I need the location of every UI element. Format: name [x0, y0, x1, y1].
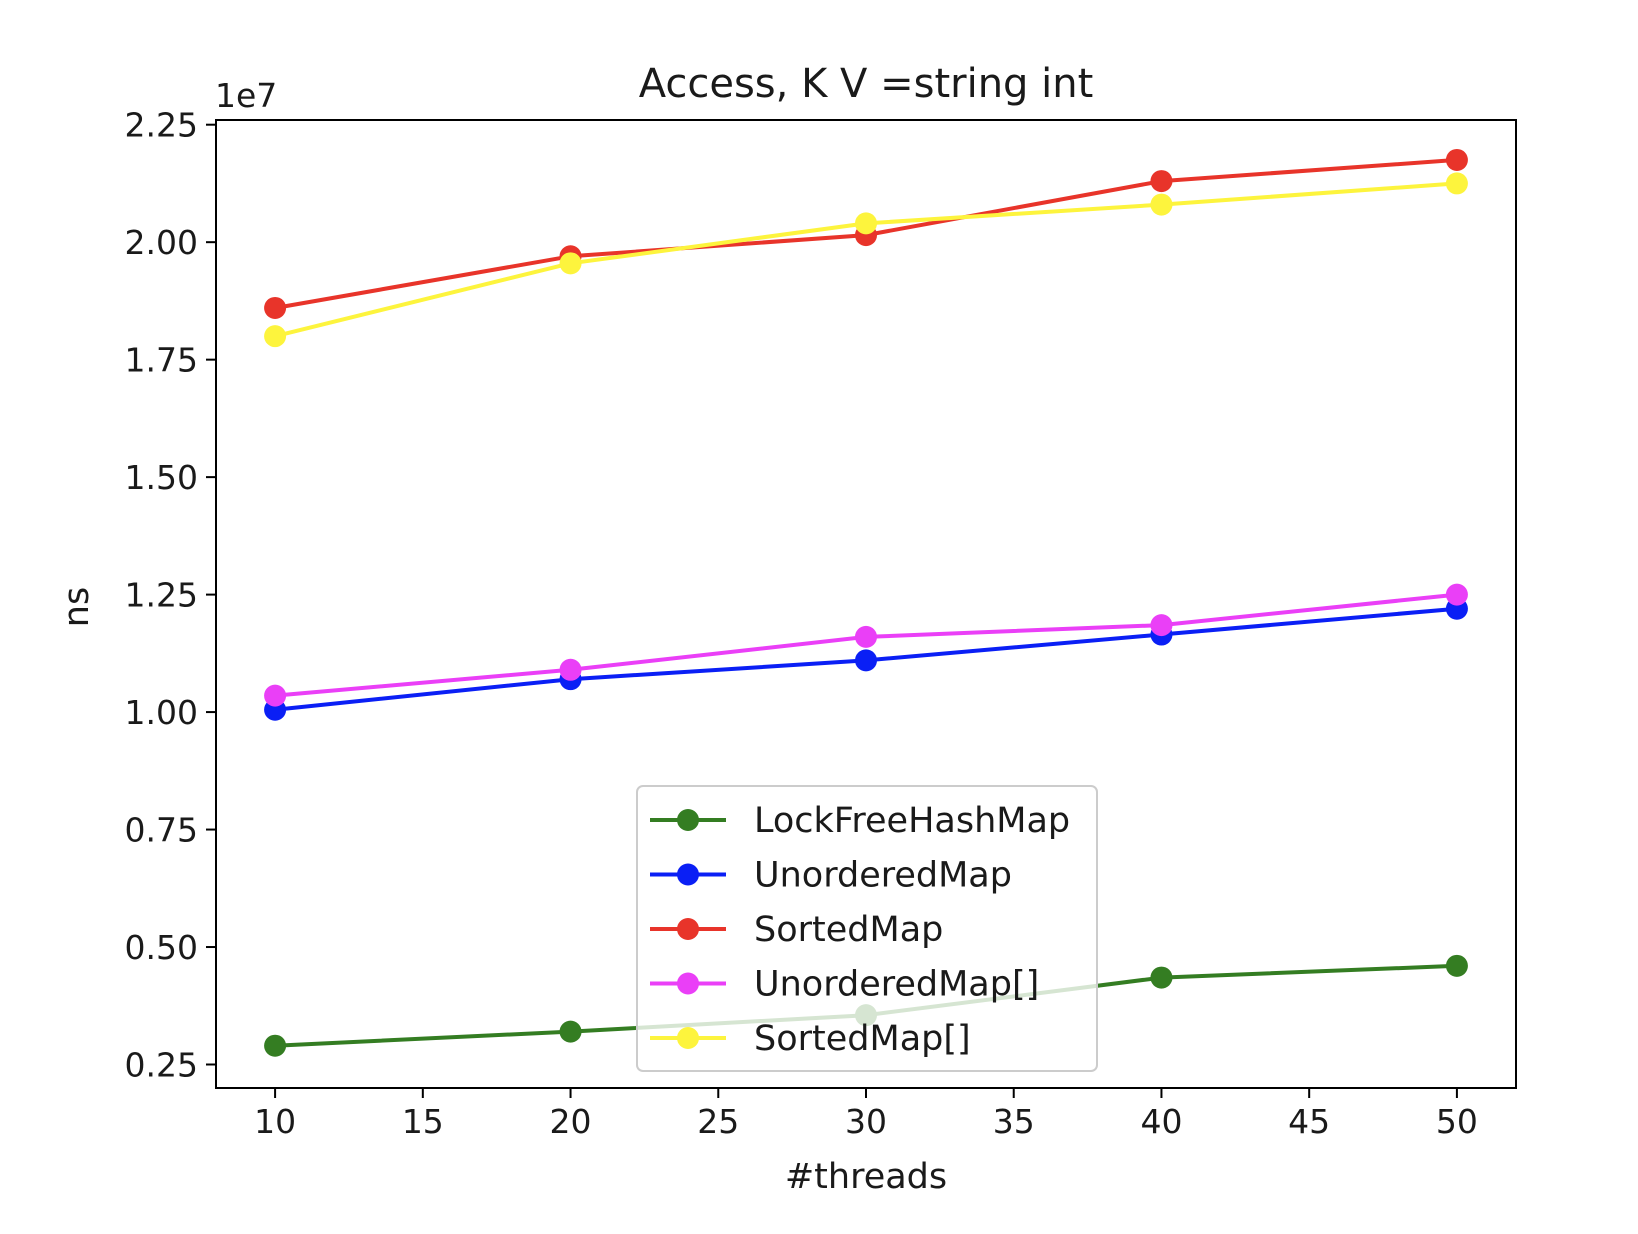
series-point — [1150, 193, 1173, 216]
x-tick-label: 35 — [993, 1102, 1035, 1141]
x-tick-label: 20 — [550, 1102, 592, 1141]
legend: LockFreeHashMap UnorderedMap SortedMap Unor… — [636, 785, 1098, 1072]
series-point — [264, 296, 287, 319]
series-point — [1445, 583, 1468, 606]
series-point — [1150, 170, 1173, 193]
x-axis-label: #threads — [785, 1157, 947, 1197]
legend-marker — [677, 918, 699, 940]
series-point — [855, 625, 877, 648]
series-point — [1445, 954, 1468, 977]
legend-marker — [677, 809, 699, 831]
y-axis-label: ns — [57, 587, 97, 627]
y-tick-label: 2.25 — [125, 106, 198, 145]
y-tick-label: 1.50 — [125, 458, 198, 497]
y-tick-label: 1.75 — [125, 341, 198, 380]
y-tick-label: 2.00 — [125, 223, 198, 262]
series-point — [264, 1034, 287, 1057]
series-point — [1150, 966, 1173, 989]
legend-marker — [677, 1027, 699, 1049]
y-tick-label: 1.00 — [125, 693, 198, 732]
x-tick-label: 40 — [1140, 1102, 1182, 1141]
series-point — [1445, 148, 1468, 171]
x-tick-label: 45 — [1288, 1102, 1330, 1141]
series-point — [264, 684, 287, 707]
series-point — [559, 252, 582, 275]
series-point — [855, 649, 877, 672]
series-line-4 — [274, 181, 1458, 339]
y-tick-label: 0.75 — [125, 811, 198, 850]
series-point — [855, 212, 877, 235]
chart-title: Access, K V =string int — [639, 61, 1094, 107]
legend-label: LockFreeHashMap — [754, 801, 1070, 841]
x-axis-ticks: 10 15 20 25 30 35 40 45 50 — [254, 1088, 1478, 1141]
legend-box — [636, 785, 1098, 1072]
series-point — [559, 658, 582, 681]
y-multiplier-label: 1e7 — [215, 76, 277, 115]
y-tick-label: 1.25 — [125, 576, 198, 615]
x-tick-label: 10 — [254, 1102, 296, 1141]
x-tick-label: 50 — [1436, 1102, 1478, 1141]
legend-label: UnorderedMap[] — [754, 965, 1039, 1005]
legend-marker — [677, 972, 699, 995]
series-point — [1445, 172, 1468, 195]
x-tick-label: 25 — [697, 1102, 739, 1141]
legend-marker — [677, 863, 699, 886]
legend-label: UnorderedMap — [754, 856, 1012, 896]
legend-label: SortedMap — [754, 910, 943, 950]
legend-label: SortedMap[] — [754, 1019, 971, 1059]
x-tick-label: 30 — [845, 1102, 887, 1141]
x-tick-label: 15 — [402, 1102, 444, 1141]
y-tick-label: 0.25 — [125, 1046, 198, 1085]
plot-frame — [215, 119, 1517, 1089]
y-axis-ticks: 0.25 0.50 0.75 1.00 1.25 1.50 1.75 2.00 2.25 — [125, 106, 216, 1085]
y-tick-label: 0.50 — [125, 928, 198, 967]
series-point — [1150, 614, 1173, 637]
series-point — [264, 325, 287, 348]
series-point — [559, 1020, 582, 1043]
